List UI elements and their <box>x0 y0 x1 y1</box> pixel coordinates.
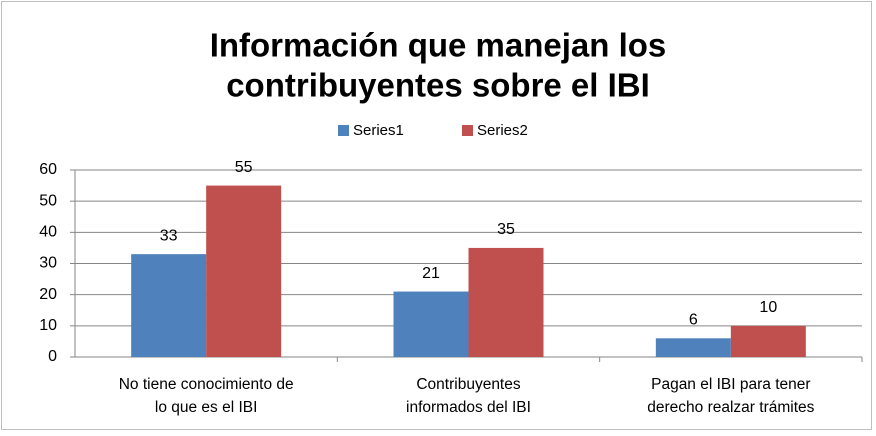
x-tick-label: Contribuyentes <box>416 376 521 393</box>
chart-frame <box>1 1 872 430</box>
legend-swatch <box>338 125 349 136</box>
y-tick-label: 60 <box>39 161 57 178</box>
chart-title: Información que manejan los <box>210 27 667 64</box>
legend-label: Series2 <box>477 122 528 139</box>
data-label: 21 <box>422 265 440 282</box>
y-tick-label: 50 <box>39 192 57 209</box>
y-tick-label: 0 <box>48 348 57 365</box>
bar <box>468 247 544 357</box>
y-tick-label: 10 <box>39 317 57 334</box>
chart-title: contribuyentes sobre el IBI <box>226 67 650 104</box>
y-tick-label: 30 <box>39 255 57 272</box>
data-label: 55 <box>235 159 253 176</box>
x-tick-label: derecho realzar trámites <box>647 399 814 416</box>
y-tick-label: 20 <box>39 286 57 303</box>
data-label: 10 <box>759 299 777 316</box>
bar <box>655 338 731 357</box>
data-label: 6 <box>689 312 698 329</box>
legend-swatch <box>462 125 473 136</box>
x-tick-label: informados del IBI <box>406 399 531 416</box>
bar <box>393 291 469 357</box>
data-label: 35 <box>497 221 515 238</box>
bar <box>206 185 282 357</box>
legend-label: Series1 <box>353 122 404 139</box>
x-tick-label: Pagan el IBI para tener <box>651 376 810 393</box>
y-tick-label: 40 <box>39 224 57 241</box>
x-tick-label: lo que es el IBI <box>155 399 258 416</box>
bar <box>131 254 207 357</box>
bar <box>730 325 806 357</box>
data-label: 33 <box>160 227 178 244</box>
x-tick-label: No tiene conocimiento de <box>119 376 294 393</box>
